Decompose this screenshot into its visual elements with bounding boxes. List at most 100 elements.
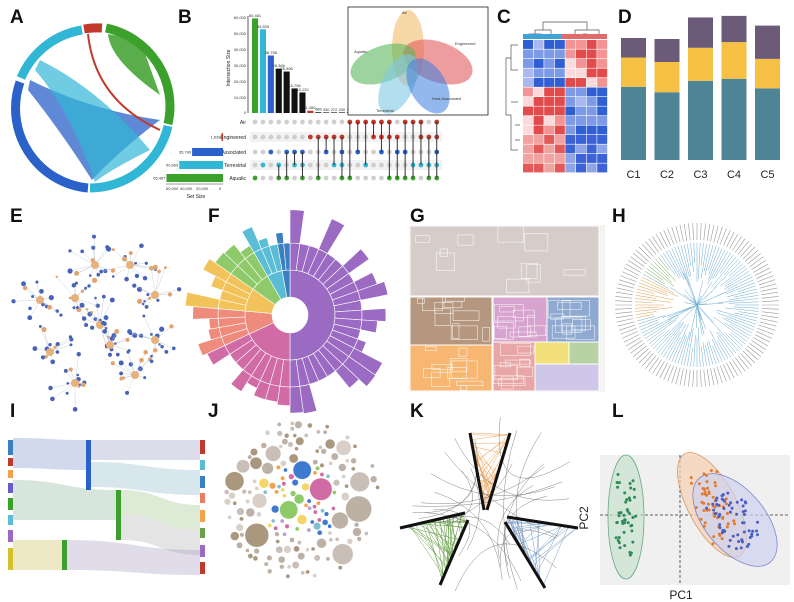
sunburst-outer-sector bbox=[276, 385, 291, 407]
tree-branch bbox=[725, 268, 748, 285]
pack-circle bbox=[244, 523, 269, 548]
network-node bbox=[87, 284, 91, 288]
hive-link bbox=[481, 494, 492, 496]
treemap-sub-block bbox=[566, 325, 596, 340]
tree-branch bbox=[677, 245, 688, 275]
heatmap-cell bbox=[533, 49, 544, 59]
sankey-node bbox=[116, 490, 121, 540]
heatmap-cell bbox=[597, 116, 608, 125]
network-edge bbox=[129, 331, 156, 341]
pca-point bbox=[735, 512, 739, 516]
pca-point bbox=[689, 476, 693, 480]
pca-point bbox=[722, 506, 726, 510]
hive-link bbox=[428, 521, 454, 554]
network-edge bbox=[52, 382, 76, 400]
network-hub bbox=[91, 261, 99, 269]
tree-branch bbox=[637, 285, 669, 296]
tree-branch bbox=[729, 323, 751, 337]
treemap-sub-block bbox=[501, 375, 514, 390]
pca-point bbox=[720, 531, 724, 535]
pca-point bbox=[709, 469, 713, 473]
network-node bbox=[92, 277, 98, 283]
pca-point bbox=[702, 501, 706, 505]
pack-circle bbox=[279, 500, 299, 520]
tree-branch bbox=[693, 335, 696, 367]
pack-circle bbox=[286, 564, 292, 570]
pack-circle bbox=[269, 482, 276, 490]
network-node bbox=[132, 332, 138, 338]
network-node bbox=[55, 275, 58, 279]
heatmap-cell bbox=[533, 106, 544, 116]
tree-branch bbox=[711, 256, 737, 288]
sankey-node bbox=[200, 460, 205, 470]
intersection-bar bbox=[299, 92, 306, 113]
heatmap-cell bbox=[565, 106, 576, 116]
network-node bbox=[50, 396, 55, 402]
tree-leaf-label bbox=[761, 300, 779, 302]
heatmap-cell bbox=[597, 87, 608, 97]
hive-link bbox=[481, 451, 505, 496]
pca-point bbox=[733, 522, 737, 526]
pack-circle bbox=[328, 461, 333, 466]
network-node bbox=[144, 261, 148, 265]
tree-leaf-label bbox=[663, 229, 671, 246]
tree-leaf-label bbox=[679, 224, 684, 242]
tree-branch bbox=[684, 289, 698, 306]
tree-leaf-label bbox=[734, 238, 746, 253]
tree-branch bbox=[683, 272, 698, 306]
heatmap-cells bbox=[523, 40, 608, 173]
tree-leaf-label bbox=[683, 369, 688, 387]
tree-branch bbox=[696, 280, 704, 306]
sankey-node bbox=[200, 440, 205, 454]
heatmap-cell bbox=[576, 78, 586, 87]
network-node bbox=[136, 286, 143, 292]
venn-label: Host-Associated bbox=[432, 96, 461, 101]
network-node bbox=[111, 275, 115, 278]
tree-branch bbox=[696, 304, 703, 336]
heatmap-cell bbox=[544, 116, 555, 125]
tree-branch bbox=[665, 323, 687, 359]
pack-circle bbox=[303, 503, 309, 508]
stacked-bar-segment bbox=[654, 92, 680, 160]
tree-leaf-label bbox=[754, 267, 771, 276]
intersection-bar bbox=[307, 110, 314, 113]
tree-branch bbox=[683, 293, 698, 306]
sankey-node bbox=[62, 540, 67, 570]
sunburst-outer-sector bbox=[257, 237, 270, 250]
tree-branch bbox=[635, 301, 653, 303]
pca-point bbox=[742, 530, 746, 534]
pack-circle bbox=[310, 546, 316, 552]
panel-h-circular-tree bbox=[615, 223, 779, 387]
tree-leaf-label bbox=[671, 226, 678, 244]
matrix-dot bbox=[268, 134, 274, 140]
hive-link bbox=[444, 452, 559, 537]
network-node bbox=[159, 326, 165, 332]
tree-branch bbox=[646, 319, 677, 342]
upset-y-tick: 60,000 bbox=[234, 15, 247, 20]
pack-circle bbox=[277, 555, 286, 564]
heatmap-cell bbox=[544, 49, 555, 59]
pack-circle bbox=[267, 523, 273, 528]
pack-circle bbox=[335, 440, 352, 456]
sankey-node bbox=[8, 440, 13, 455]
tree-branch bbox=[648, 330, 666, 345]
matrix-dot bbox=[260, 162, 266, 168]
matrix-dot bbox=[268, 175, 274, 181]
pca-point bbox=[714, 498, 718, 502]
tree-branch bbox=[696, 302, 724, 306]
matrix-dot bbox=[252, 119, 258, 125]
tree-branch bbox=[724, 271, 750, 288]
intersection-bar bbox=[275, 68, 282, 113]
tree-leaf-label bbox=[761, 308, 779, 310]
matrix-dot bbox=[323, 175, 329, 181]
stacked-bar-segment bbox=[654, 39, 680, 62]
heatmap-cell bbox=[597, 106, 608, 116]
matrix-dot bbox=[355, 175, 361, 181]
tree-branch bbox=[711, 251, 729, 280]
tree-leaf-label bbox=[732, 359, 742, 374]
pca-point bbox=[711, 495, 715, 499]
heatmap-cell bbox=[554, 154, 565, 163]
heatmap-cell bbox=[523, 40, 533, 49]
treemap-sub-block bbox=[521, 263, 538, 279]
pack-circle bbox=[274, 489, 279, 495]
